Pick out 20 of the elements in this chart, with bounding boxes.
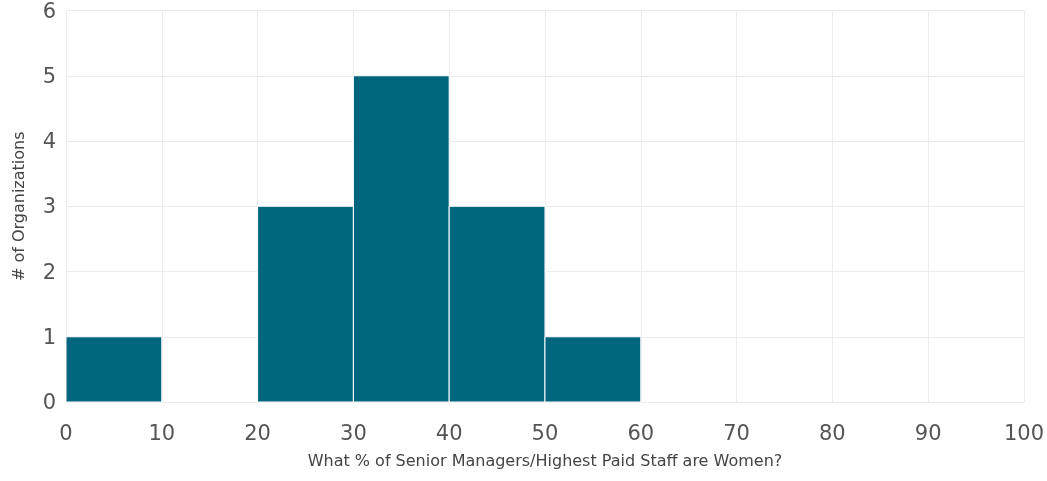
x-tick-label: 30: [340, 420, 367, 445]
x-tick-label: 60: [627, 420, 655, 445]
x-tick-label: 10: [148, 420, 176, 445]
y-tick-label: 2: [42, 259, 56, 284]
x-tick-label: 40: [435, 420, 463, 445]
y-tick-label: 0: [42, 390, 56, 414]
y-tick-label: 4: [42, 129, 56, 153]
y-tick-label: 1: [42, 324, 56, 349]
y-tick-label: 5: [42, 63, 56, 88]
x-tick-label: 80: [819, 420, 846, 445]
x-tick-label: 20: [244, 420, 271, 445]
x-tick-label: 100: [1003, 420, 1045, 445]
x-tick-label: 50: [531, 420, 559, 445]
x-tick-label: 70: [723, 420, 750, 445]
y-tick-label: 3: [42, 194, 56, 219]
x-tick-label: 0: [59, 420, 73, 445]
x-axis-title: What % of Senior Managers/Highest Paid Staff are Women?: [307, 450, 783, 470]
y-axis-title: # of Organizations: [8, 131, 28, 282]
x-tick-label: 90: [914, 420, 942, 445]
y-tick-label: 6: [42, 0, 56, 23]
